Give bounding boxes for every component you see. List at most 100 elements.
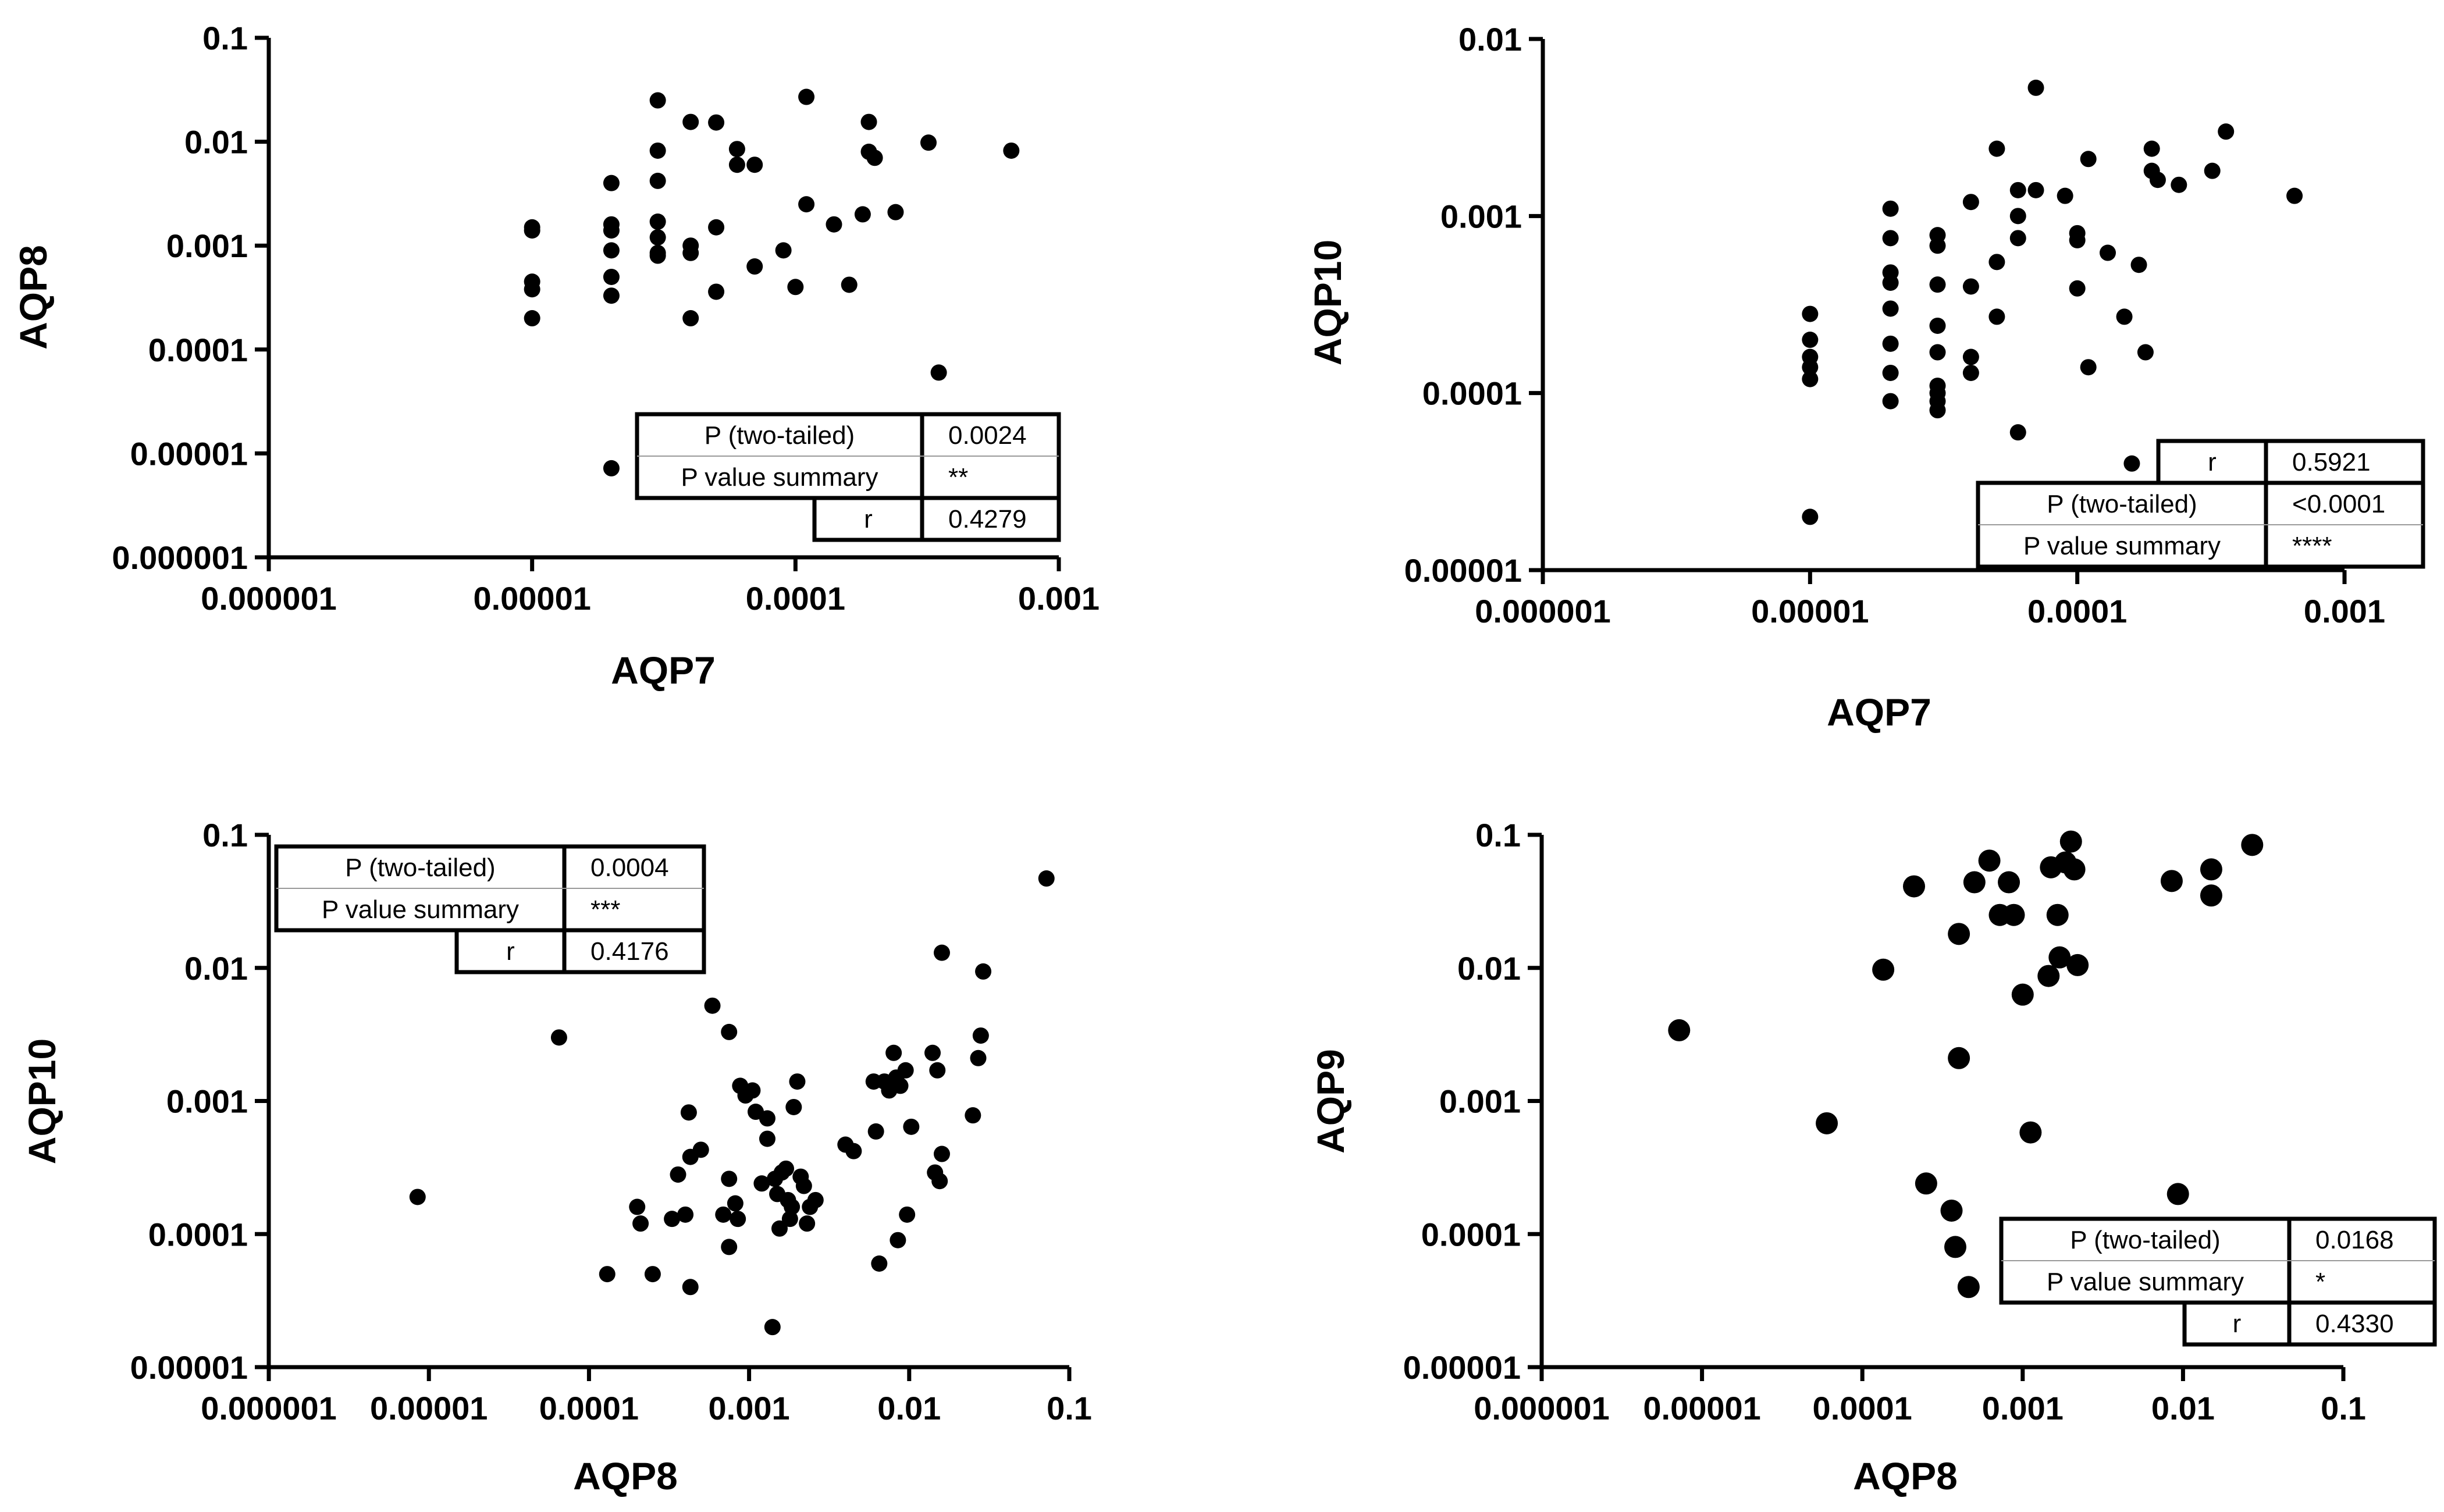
data-point — [965, 1107, 981, 1124]
data-point — [897, 1062, 914, 1079]
data-point — [1957, 1276, 1980, 1298]
data-point — [798, 88, 815, 105]
data-point — [2019, 1121, 2042, 1144]
stats-value: 0.0168 — [2315, 1226, 2394, 1254]
y-tick-label: 0.0001 — [148, 1216, 248, 1253]
data-point — [771, 1220, 788, 1237]
data-point — [2027, 182, 2044, 198]
data-point — [2160, 870, 2183, 892]
data-point — [764, 1319, 781, 1336]
data-point — [759, 1110, 775, 1127]
data-point — [2002, 903, 2025, 926]
data-point — [2057, 187, 2073, 204]
stats-value: 0.5921 — [2292, 448, 2371, 476]
stats-label: P value summary — [681, 463, 878, 492]
stats-value: **** — [2292, 532, 2332, 560]
data-point — [759, 1130, 775, 1147]
chart-p4: 0.000001 0.00001 0.0001 0.001 0.01 0.1 0.00001… — [1309, 817, 2437, 1497]
data-point — [2171, 176, 2187, 193]
data-point — [682, 1279, 699, 1296]
stats-table: r 0.5921 P (two-tailed) <0.0001 P value summ… — [1976, 439, 2425, 569]
data-point — [603, 222, 620, 239]
x-axis-title: AQP7 — [611, 649, 716, 692]
x-tick-label: 0.000001 — [1474, 1390, 1610, 1426]
data-point — [866, 150, 883, 166]
data-point — [1944, 1236, 1966, 1258]
data-point — [1872, 958, 1895, 981]
data-point — [2009, 424, 2026, 441]
data-point — [603, 175, 620, 191]
x-tick-label: 0.0001 — [746, 580, 845, 617]
stats-label: P value summary — [2047, 1268, 2244, 1296]
data-point — [644, 1266, 661, 1283]
y-tick-label: 0.01 — [184, 124, 248, 161]
data-point — [975, 963, 992, 980]
data-point — [2080, 151, 2097, 168]
data-point — [930, 364, 947, 381]
chart-p1: 0.000001 0.00001 0.0001 0.001 0.000001 0.0000… — [12, 20, 1100, 692]
x-tick-label: 0.001 — [709, 1390, 790, 1426]
data-point — [2066, 954, 2089, 976]
data-point — [409, 1189, 426, 1205]
y-tick-label: 0.1 — [202, 817, 248, 853]
y-tick-label: 0.001 — [166, 227, 248, 264]
data-point — [867, 1123, 884, 1140]
data-point — [931, 1173, 948, 1190]
y-axis-title: AQP9 — [1309, 1049, 1352, 1154]
data-point — [2200, 858, 2222, 881]
data-point — [1962, 348, 1979, 365]
data-point — [753, 1175, 770, 1192]
x-axis-title: AQP8 — [573, 1454, 678, 1497]
x-tick-label: 0.001 — [2304, 593, 2385, 629]
x-tick-label: 0.00001 — [1643, 1390, 1760, 1426]
stats-value: ** — [948, 463, 968, 492]
chart-p3: 0.000001 0.00001 0.0001 0.001 0.01 0.1 0.00001… — [20, 817, 1092, 1497]
data-point — [1903, 875, 1926, 898]
x-axis-title: AQP8 — [1853, 1454, 1958, 1497]
data-point — [730, 1211, 746, 1228]
data-point — [1038, 870, 1055, 887]
data-point — [841, 276, 858, 293]
data-point — [807, 1191, 824, 1208]
data-point — [2009, 230, 2026, 247]
y-tick-label: 0.00001 — [130, 1349, 248, 1386]
data-point — [2059, 830, 2082, 853]
data-point — [649, 142, 666, 159]
data-point — [1882, 364, 1899, 381]
data-point — [682, 310, 699, 327]
x-tick-label: 0.01 — [877, 1390, 941, 1426]
data-point — [524, 310, 540, 327]
data-point — [2063, 858, 2086, 881]
data-point — [599, 1266, 616, 1283]
data-point — [845, 1143, 862, 1159]
data-point — [2137, 344, 2154, 361]
stats-label: P (two-tailed) — [345, 853, 495, 882]
stats-r-box — [812, 496, 1061, 542]
y-tick-label: 0.001 — [1439, 1083, 1521, 1120]
data-point — [728, 156, 745, 173]
x-tick-label: 0.1 — [1047, 1390, 1092, 1426]
y-tick-label: 0.0001 — [148, 332, 248, 368]
data-point — [603, 268, 620, 285]
stats-table: P (two-tailed) 0.0004 P value summary *** r 0… — [274, 844, 706, 974]
y-tick-label: 0.00001 — [1403, 1349, 1521, 1386]
y-tick-label: 0.00001 — [1404, 552, 1522, 589]
y-axis-title: AQP10 — [20, 1038, 63, 1164]
data-point — [2286, 187, 2303, 204]
stats-value: <0.0001 — [2292, 490, 2385, 518]
data-point — [2037, 965, 2060, 987]
data-point — [744, 1082, 761, 1099]
x-tick-label: 0.01 — [2151, 1390, 2215, 1426]
data-point — [649, 92, 666, 109]
stats-label: P (two-tailed) — [2070, 1226, 2220, 1254]
data-point — [649, 172, 666, 189]
data-point — [933, 1145, 950, 1162]
data-point — [708, 114, 725, 131]
data-point — [899, 1206, 916, 1223]
y-axis-title: AQP10 — [1306, 240, 1349, 365]
data-point — [1003, 142, 1020, 159]
stats-label: r — [864, 505, 873, 533]
data-point — [649, 214, 666, 230]
data-point — [2069, 280, 2086, 297]
